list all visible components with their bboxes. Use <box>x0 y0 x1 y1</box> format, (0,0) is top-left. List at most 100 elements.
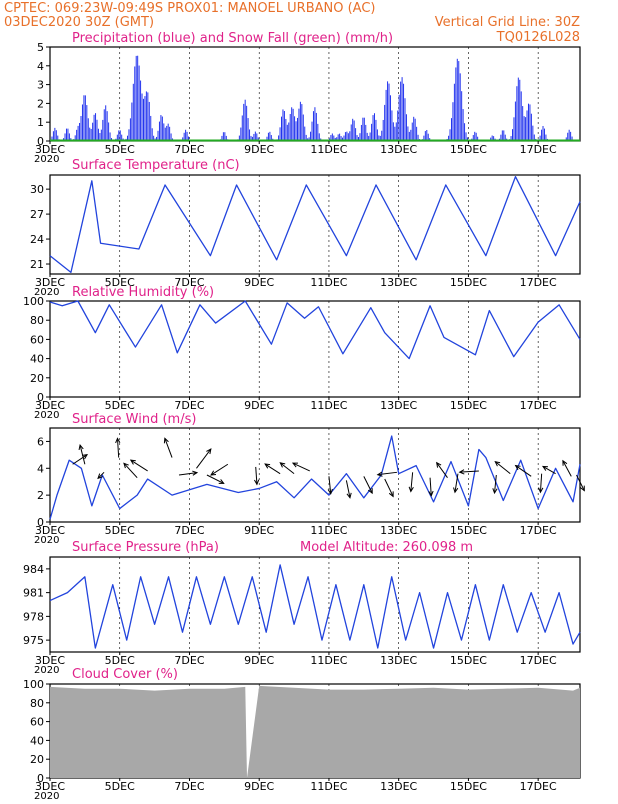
precipitation-bar <box>109 132 111 141</box>
rh-ytick-label: 40 <box>30 353 44 366</box>
precip-xtick-label: 17DEC <box>520 143 557 156</box>
wind-arrowhead <box>428 490 434 497</box>
rh-xtick-label: 11DEC <box>310 399 347 412</box>
wind-arrowhead <box>453 487 459 494</box>
precipitation-bar <box>141 93 143 141</box>
temp-xtick-label: 11DEC <box>310 276 347 289</box>
precipitation-bar <box>387 81 389 141</box>
precipitation-bar <box>347 133 349 141</box>
precipitation-bar <box>543 128 545 141</box>
precipitation-bar <box>153 135 155 141</box>
precipitation-bar <box>102 119 104 141</box>
cloud-xtick-label: 9DEC <box>244 780 274 793</box>
precipitation-bar <box>427 133 429 141</box>
wind-arrow <box>454 473 459 493</box>
wind-year-label: 2020 <box>34 535 59 546</box>
precipitation-bar <box>266 136 268 141</box>
wind-arrowhead <box>115 437 121 444</box>
press-frame <box>49 556 581 653</box>
rh-ytick-label: 80 <box>30 314 44 327</box>
precipitation-bar <box>493 136 495 141</box>
wind-arrow <box>363 476 373 494</box>
precipitation-bar <box>241 115 243 141</box>
wind-xtick-label: 13DEC <box>380 524 417 537</box>
precipitation-bar <box>166 125 168 141</box>
precipitation-bar <box>343 135 345 141</box>
wind-xtick-label: 11DEC <box>310 524 347 537</box>
precipitation-bar <box>413 116 415 141</box>
header-date: 03DEC2020 30Z (GMT) <box>4 15 154 30</box>
rh-ytick-label: 100 <box>23 295 44 308</box>
precipitation-bar <box>369 132 371 141</box>
wind-ytick-label: 4 <box>37 462 44 475</box>
wind-arrow <box>459 470 479 473</box>
press-xtick-label: 5DEC <box>105 654 135 667</box>
precip-xtick-label: 5DEC <box>105 143 135 156</box>
wind-arrow <box>429 477 432 496</box>
precipitation-bar <box>57 135 59 141</box>
precipitation-bar <box>249 129 251 141</box>
precipitation-bar <box>295 121 297 141</box>
precipitation-bar <box>356 135 358 141</box>
precipitation-bar <box>405 114 407 141</box>
cloud-ytick-label: 40 <box>30 734 44 747</box>
precipitation-bar <box>391 110 393 141</box>
precipitation-bar <box>119 130 121 141</box>
precipitation-bar <box>568 129 570 141</box>
precip-xtick-label: 3DEC <box>35 143 65 156</box>
precipitation-bar <box>157 130 159 141</box>
wind-arrow <box>515 465 532 477</box>
precipitation-bar <box>68 133 70 141</box>
wind-arrow <box>384 478 394 497</box>
precipitation-bar <box>407 126 409 141</box>
cloud-ytick-label: 60 <box>30 716 44 729</box>
temp-xtick-label: 5DEC <box>105 276 135 289</box>
precipitation-bar <box>142 98 144 141</box>
precipitation-bar <box>388 83 390 141</box>
precipitation-bar <box>525 117 527 141</box>
precipitation-bar <box>302 114 304 141</box>
precipitation-bar <box>455 67 457 141</box>
wind-arrowhead <box>82 454 89 460</box>
wind-arrow <box>130 459 148 472</box>
precipitation-bar <box>150 115 152 141</box>
precipitation-bar <box>456 58 458 141</box>
precipitation-bar <box>144 96 146 141</box>
precipitation-bar <box>408 131 410 141</box>
precipitation-bar <box>132 83 134 141</box>
precipitation-bar <box>134 66 136 141</box>
wind-arrowhead <box>367 488 373 495</box>
precipitation-bar <box>339 133 341 141</box>
precipitation-bar <box>304 126 306 141</box>
precipitation-bar <box>401 77 403 141</box>
precipitation-bar <box>298 108 300 141</box>
precipitation-bar <box>317 123 319 141</box>
precipitation-bar <box>522 106 524 141</box>
precipitation-bar <box>158 121 160 141</box>
rh-xtick-label: 13DEC <box>380 399 417 412</box>
precipitation-bar <box>462 109 464 141</box>
rh-panel <box>46 300 581 400</box>
wind-arrowhead <box>264 463 271 469</box>
wind-arrow <box>123 462 138 479</box>
rh-xtick-label: 5DEC <box>105 399 135 412</box>
precipitation-bar <box>254 131 256 141</box>
temp-title: Surface Temperature (nC) <box>72 158 240 173</box>
precipitation-bar <box>267 132 269 141</box>
precipitation-bar <box>375 119 377 141</box>
precipitation-bar <box>256 133 258 141</box>
temp-ytick-label: 24 <box>30 233 44 246</box>
precipitation-bar <box>76 129 78 141</box>
precipitation-bar <box>278 135 280 141</box>
precipitation-bar <box>140 80 142 141</box>
precipitation-bar <box>372 115 374 141</box>
precipitation-bar <box>89 127 91 141</box>
precipitation-bar <box>353 120 355 141</box>
precipitation-bar <box>161 116 163 141</box>
precipitation-bar <box>296 117 298 141</box>
precipitation-bar <box>74 135 76 141</box>
precipitation-bar <box>336 137 338 141</box>
precipitation-bar <box>371 123 373 141</box>
precipitation-bar <box>240 127 242 141</box>
